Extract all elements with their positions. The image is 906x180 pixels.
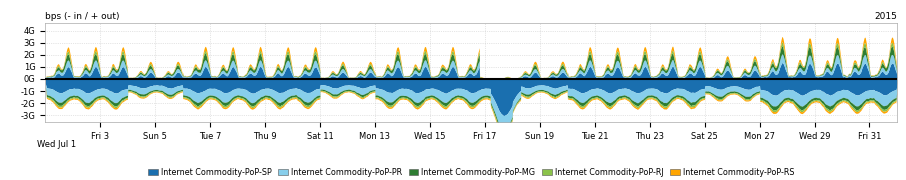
Text: 2015: 2015 — [874, 12, 897, 21]
Text: Wed Jul 1: Wed Jul 1 — [37, 140, 76, 149]
Text: bps (- in / + out): bps (- in / + out) — [45, 12, 120, 21]
Legend: Internet Commodity-PoP-SP, Internet Commodity-PoP-PR, Internet Commodity-PoP-MG,: Internet Commodity-PoP-SP, Internet Comm… — [145, 164, 797, 180]
